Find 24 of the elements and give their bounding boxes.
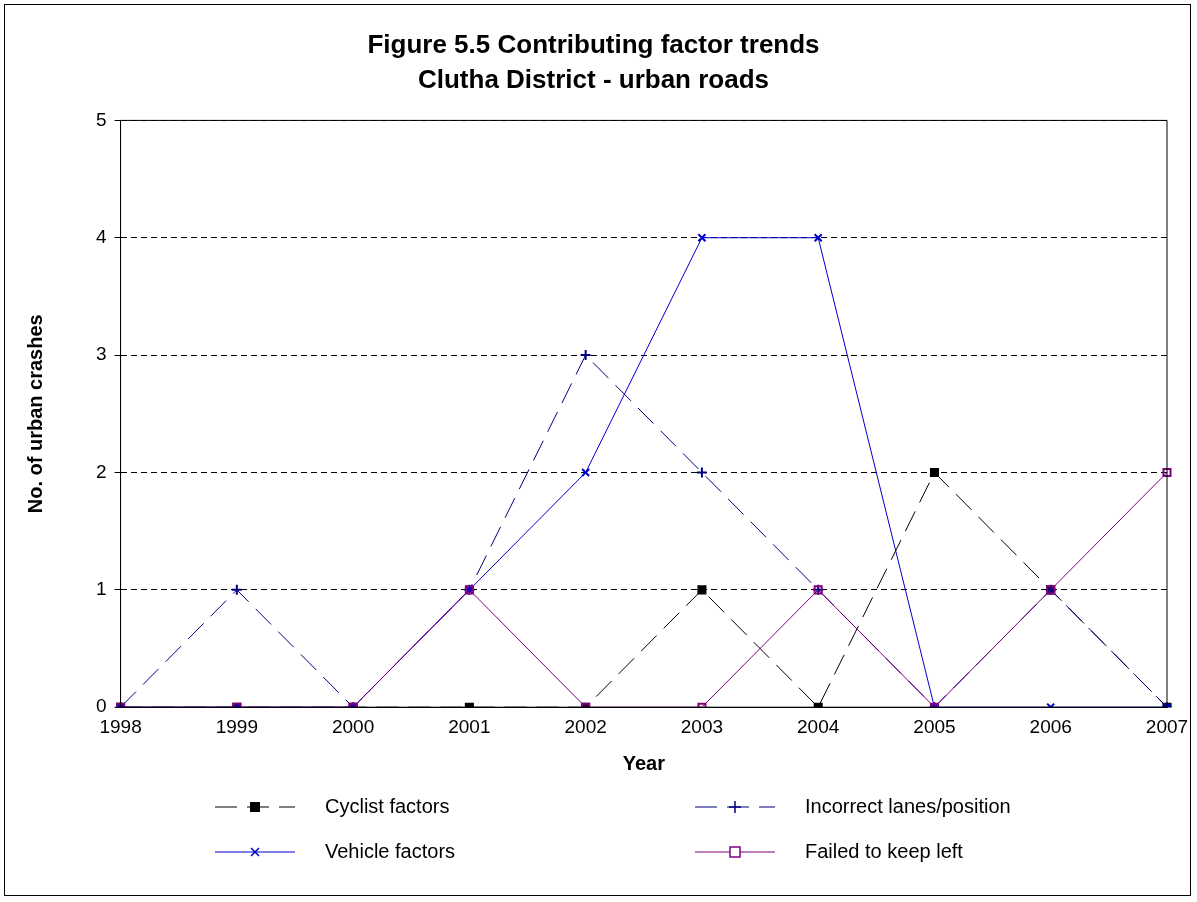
x-tick-label: 2001 bbox=[448, 715, 491, 737]
y-tick-label: 5 bbox=[95, 108, 107, 130]
y-tick-label: 2 bbox=[95, 460, 107, 482]
x-tick-label: 2005 bbox=[913, 715, 956, 737]
chart-title: Figure 5.5 Contributing factor trends bbox=[367, 28, 820, 59]
x-tick-label: 2006 bbox=[1029, 715, 1072, 737]
y-axis-title: No. of urban crashes bbox=[23, 314, 46, 514]
y-tick-label: 1 bbox=[95, 578, 107, 600]
x-tick-label: 2004 bbox=[797, 715, 840, 737]
legend-label: Vehicle factors bbox=[325, 840, 456, 863]
legend-label: Failed to keep left bbox=[805, 840, 963, 863]
chart-subtitle: Clutha District - urban roads bbox=[417, 63, 770, 94]
x-tick-label: 2000 bbox=[331, 715, 375, 737]
legend-label: Cyclist factors bbox=[325, 795, 450, 818]
x-tick-label: 1999 bbox=[215, 715, 258, 737]
y-tick-label: 4 bbox=[95, 225, 107, 247]
x-tick-label: 2002 bbox=[564, 715, 607, 737]
x-tick-label: 1998 bbox=[99, 715, 142, 737]
y-tick-label: 0 bbox=[95, 695, 107, 717]
legend-label: Incorrect lanes/position bbox=[805, 795, 1011, 818]
y-tick-label: 3 bbox=[95, 343, 107, 365]
x-tick-label: 2003 bbox=[680, 715, 724, 737]
x-tick-label: 2007 bbox=[1145, 715, 1189, 737]
x-axis-title: Year bbox=[622, 751, 666, 774]
